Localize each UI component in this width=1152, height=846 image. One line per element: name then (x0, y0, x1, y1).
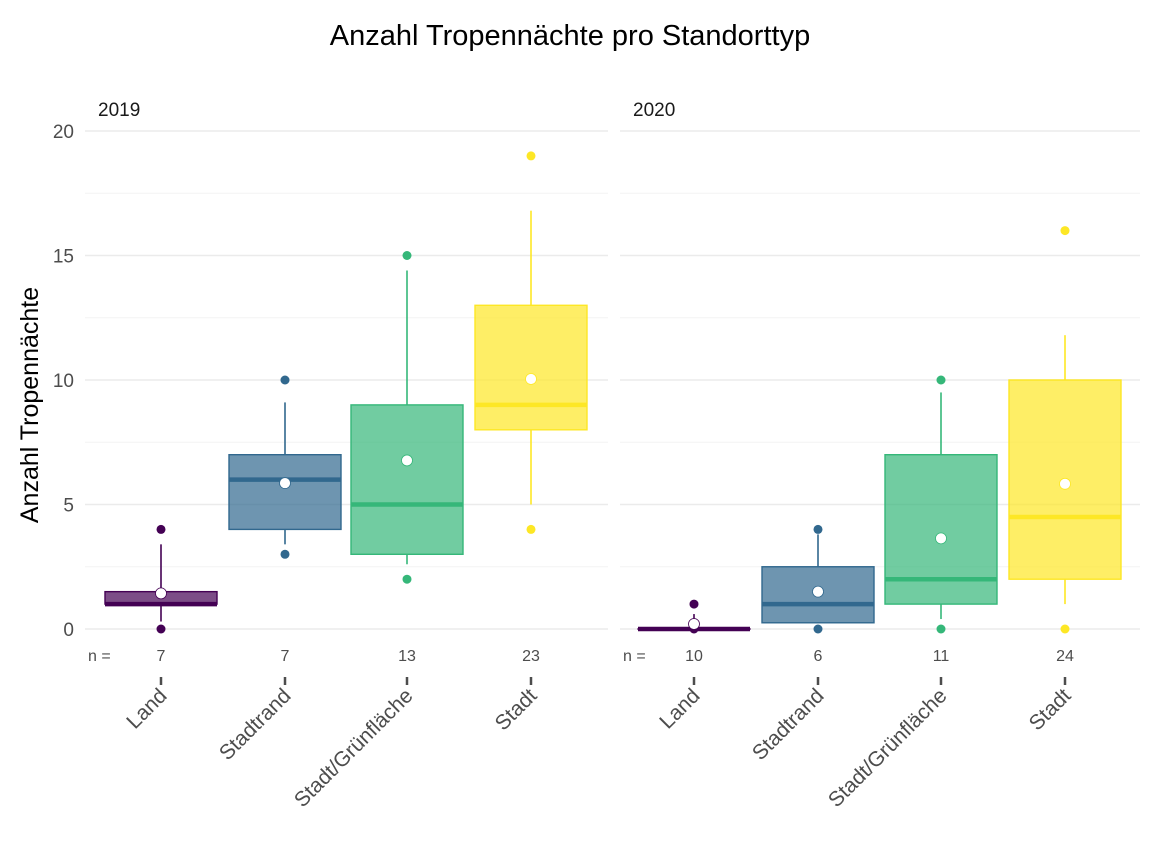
box-stadt (1009, 226, 1121, 633)
n-prefix-label: n = (623, 648, 646, 665)
box-stadtrand (229, 376, 341, 559)
box-iqr (475, 305, 587, 430)
x-tick-label: Stadt (491, 684, 542, 735)
n-prefix-label: n = (88, 648, 111, 665)
mean-point (813, 586, 824, 597)
box-land (105, 525, 217, 634)
n-count-label: 13 (398, 648, 416, 665)
mean-point (156, 588, 167, 599)
y-axis-ticks: 0 5 10 15 20 (53, 122, 74, 641)
min-point (157, 625, 166, 634)
n-count-label: 24 (1056, 648, 1074, 665)
min-point (281, 550, 290, 559)
max-point (937, 376, 946, 385)
box-land (638, 600, 750, 634)
max-point (403, 251, 412, 260)
min-point (403, 575, 412, 584)
n-count-label: 11 (933, 648, 950, 665)
y-tick-label: 10 (53, 371, 74, 392)
max-point (690, 600, 699, 609)
box-iqr (229, 455, 341, 530)
x-tick-label: Land (655, 684, 704, 733)
box-iqr (351, 405, 463, 554)
y-tick-label: 0 (63, 620, 74, 641)
y-tick-label: 5 (63, 496, 74, 517)
max-point (527, 151, 536, 160)
n-count-label: 10 (685, 648, 703, 665)
x-tick-label: Land (122, 684, 171, 733)
panel-strip-label: 2020 (633, 100, 675, 121)
max-point (281, 376, 290, 385)
min-point (937, 625, 946, 634)
x-tick-label: Stadt/Grünfläche (824, 684, 952, 812)
x-tick-label: Stadtrand (215, 684, 296, 765)
min-point (527, 525, 536, 534)
box-stadtrand (762, 525, 874, 634)
y-axis-label: Anzahl Tropennächte (16, 287, 44, 523)
box-stadt-gr-nfl-che (885, 376, 997, 634)
n-count-label: 6 (814, 648, 823, 665)
n-count-label: 7 (157, 648, 166, 665)
panel-2019: 2019 n = 7 Land 7 Stadtrand 13 Stadt/Grünfläch… (85, 100, 608, 812)
max-point (1061, 226, 1070, 235)
box-iqr (885, 455, 997, 604)
min-point (1061, 625, 1070, 634)
panel-strip-label: 2019 (98, 100, 140, 121)
mean-point (526, 374, 537, 385)
max-point (157, 525, 166, 534)
x-tick-label: Stadt/Grünfläche (290, 684, 418, 812)
x-tick-label: Stadt (1025, 684, 1076, 735)
panel-2020: 2020 n = 10 Land 6 Stadtrand 11 Stadt/Grünfläc… (620, 100, 1140, 812)
max-point (814, 525, 823, 534)
y-tick-label: 20 (53, 122, 74, 143)
min-point (814, 625, 823, 634)
y-tick-label: 15 (53, 247, 74, 268)
box-stadt (475, 151, 587, 534)
n-count-label: 23 (522, 648, 540, 665)
x-tick-label: Stadtrand (748, 684, 829, 765)
mean-point (402, 455, 413, 466)
mean-point (936, 533, 947, 544)
chart-title: Anzahl Tropennächte pro Standorttyp (330, 20, 810, 52)
mean-point (280, 478, 291, 489)
box-stadt-gr-nfl-che (351, 251, 463, 584)
mean-point (1060, 478, 1071, 489)
n-count-label: 7 (281, 648, 290, 665)
mean-point (689, 619, 700, 630)
